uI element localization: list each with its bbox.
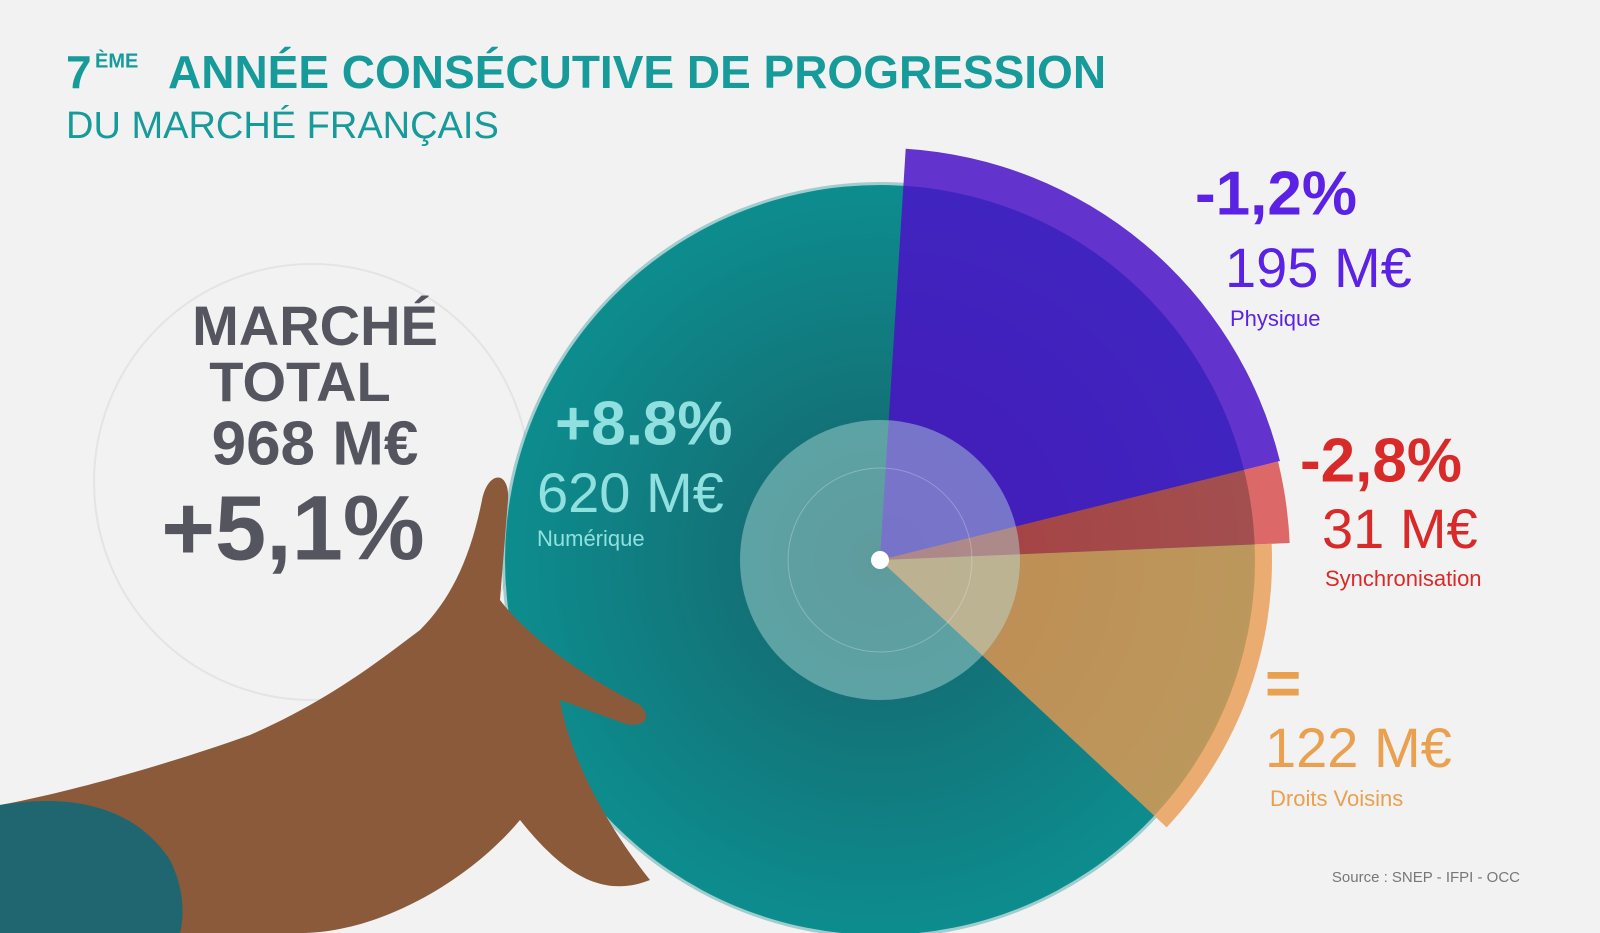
record-groove bbox=[787, 467, 973, 653]
pie-slice bbox=[880, 148, 1280, 560]
title-sup: ÈME bbox=[95, 49, 138, 72]
total-change: +5,1% bbox=[161, 477, 424, 579]
subtitle: DU MARCHÉ FRANÇAIS bbox=[66, 104, 499, 147]
category-label: Numérique bbox=[537, 526, 645, 551]
record-hole bbox=[871, 551, 889, 569]
change-label: +8.8% bbox=[555, 389, 733, 458]
change-label: -1,2% bbox=[1195, 159, 1357, 228]
source: Source : SNEP - IFPI - OCC bbox=[1332, 869, 1520, 886]
pie-slice bbox=[880, 461, 1290, 560]
value-label: 195 M€ bbox=[1225, 236, 1412, 299]
category-label: Physique bbox=[1230, 306, 1321, 331]
sleeve bbox=[0, 800, 183, 933]
pie-slice bbox=[880, 543, 1272, 828]
change-label: = bbox=[1265, 649, 1301, 718]
value-label: 122 M€ bbox=[1265, 716, 1452, 779]
total-line2: TOTAL bbox=[209, 350, 390, 413]
change-label: -2,8% bbox=[1300, 426, 1462, 495]
value-label: 620 M€ bbox=[537, 461, 724, 524]
title-number: 7 bbox=[66, 46, 92, 98]
pie bbox=[502, 148, 1290, 933]
category-label: Synchronisation bbox=[1325, 566, 1482, 591]
total-line1: MARCHÉ bbox=[192, 294, 438, 357]
hand bbox=[0, 477, 650, 933]
title: ANNÉE CONSÉCUTIVE DE PROGRESSION bbox=[168, 46, 1106, 98]
category-label: Droits Voisins bbox=[1270, 786, 1403, 811]
value-label: 31 M€ bbox=[1322, 497, 1478, 560]
pie-slice bbox=[502, 182, 1157, 933]
total-value: 968 M€ bbox=[212, 409, 419, 478]
